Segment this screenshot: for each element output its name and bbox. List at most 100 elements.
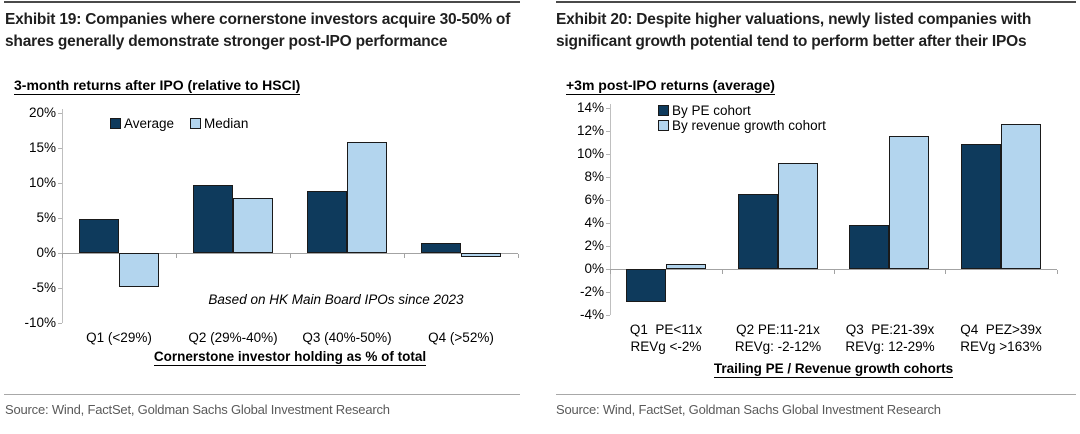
y-tick <box>58 113 62 114</box>
y-tick <box>58 323 62 324</box>
category-label: Q3 (40%-50%) <box>282 329 412 346</box>
bar-average-cat1 <box>79 219 119 253</box>
legend: Average Median <box>110 116 264 131</box>
legend-swatch <box>190 118 202 129</box>
legend-label: By PE cohort <box>672 103 751 118</box>
bottom-divider <box>4 394 520 395</box>
category-label-line: Q4 (>52%) <box>428 330 494 345</box>
bar-median-cat4 <box>461 253 501 257</box>
category-label: Q1 PE<11x REVg <-2% <box>602 321 730 355</box>
category-label-line: Q1 PE<11x <box>629 322 703 337</box>
bar-by-pe-cohort-cat2 <box>738 194 778 269</box>
y-tick-label: 15% <box>28 140 56 155</box>
chart-subtitle: +3m post-IPO returns (average) <box>566 77 775 95</box>
y-axis-line <box>62 109 63 323</box>
x-axis-tick <box>518 254 519 258</box>
y-tick-label: 0% <box>584 261 604 276</box>
top-divider <box>4 1 520 3</box>
legend: By PE cohort By revenue growth cohort <box>658 103 826 133</box>
x-axis-tick <box>834 270 835 274</box>
y-tick-label: -2% <box>579 284 604 299</box>
x-axis-tick <box>945 270 946 274</box>
y-tick <box>58 183 62 184</box>
y-tick <box>606 269 610 270</box>
bar-by-revenue-growth-cohort-cat4 <box>1001 124 1041 269</box>
chart-subtitle-text: +3m post-IPO returns (average) <box>566 77 775 95</box>
exhibit-20-panel: Exhibit 20: Despite higher valuations, n… <box>540 0 1080 434</box>
category-label: Q4 PEZ>39x REVg >163% <box>937 321 1065 355</box>
category-label-line: Q2 PE:11-21x <box>736 322 820 337</box>
exhibit-title: Exhibit 19: Companies where cornerstone … <box>5 11 511 50</box>
category-label: Q1 (<29%) <box>54 329 184 346</box>
category-label-line: REVg <-2% <box>630 339 702 354</box>
category-label-line: Q4 PEZ>39x <box>960 322 1042 337</box>
x-axis-tick <box>62 254 63 258</box>
top-divider <box>556 1 1076 3</box>
x-axis-tick <box>610 270 611 274</box>
x-axis-tick <box>722 270 723 274</box>
x-axis-tick <box>176 254 177 258</box>
category-label-line: REVg >163% <box>960 339 1042 354</box>
y-tick-label: 5% <box>36 210 56 225</box>
y-tick-label: -4% <box>579 307 604 322</box>
y-tick <box>58 148 62 149</box>
chart-subtitle-text: 3-month returns after IPO (relative to H… <box>14 77 301 95</box>
legend-swatch <box>658 120 669 131</box>
y-tick-label: 10% <box>28 175 56 190</box>
legend-item: Median <box>190 116 248 131</box>
y-tick <box>606 292 610 293</box>
x-axis-tick <box>404 254 405 258</box>
legend-swatch <box>110 118 121 129</box>
category-label-line: Q3 (40%-50%) <box>302 330 392 345</box>
y-tick-label: 10% <box>576 146 604 161</box>
category-label: Q4 (>52%) <box>396 329 526 346</box>
x-axis-title-text: Cornerstone investor holding as % of tot… <box>153 349 427 366</box>
y-tick-label: 4% <box>584 215 604 230</box>
y-tick-label: 12% <box>576 123 604 138</box>
legend-item: Average <box>110 116 174 131</box>
y-tick-label: 2% <box>584 238 604 253</box>
y-tick-label: -5% <box>31 280 56 295</box>
y-tick-label: 0% <box>36 245 56 260</box>
zero-baseline <box>610 269 1057 270</box>
bar-median-cat1 <box>119 253 159 287</box>
x-axis-title-text: Trailing PE / Revenue growth cohorts <box>713 361 954 378</box>
bar-average-cat2 <box>193 185 233 253</box>
category-label: Q2 PE:11-21x REVg: -2-12% <box>714 321 842 355</box>
y-tick <box>606 177 610 178</box>
category-label-line: Q1 (<29%) <box>86 330 152 345</box>
legend-item: By PE cohort <box>658 103 826 118</box>
bar-average-cat4 <box>421 243 461 253</box>
x-axis-title: Trailing PE / Revenue growth cohorts <box>610 361 1057 378</box>
category-label-line: REVg: 12-29% <box>845 339 935 354</box>
y-tick <box>606 154 610 155</box>
source-note: Source: Wind, FactSet, Goldman Sachs Glo… <box>556 402 941 417</box>
y-tick <box>58 253 62 254</box>
bar-median-cat3 <box>347 142 387 253</box>
source-note: Source: Wind, FactSet, Goldman Sachs Glo… <box>5 402 390 417</box>
category-label: Q3 PE:21-39x REVg: 12-29% <box>826 321 954 355</box>
category-label-line: Q2 (29%-40%) <box>188 330 278 345</box>
y-tick-label: 8% <box>584 169 604 184</box>
y-tick <box>606 315 610 316</box>
zero-baseline <box>62 253 518 254</box>
bar-by-pe-cohort-cat1 <box>626 269 666 302</box>
category-label-line: Q3 PE:21-39x <box>845 322 935 337</box>
chart-subtitle: 3-month returns after IPO (relative to H… <box>14 77 301 95</box>
y-tick <box>606 246 610 247</box>
y-tick-label: 6% <box>584 192 604 207</box>
bar-median-cat2 <box>233 198 273 253</box>
y-tick-label: 14% <box>576 100 604 115</box>
y-tick <box>606 200 610 201</box>
exhibit-19-panel: Exhibit 19: Companies where cornerstone … <box>4 1 526 417</box>
category-label-line: REVg: -2-12% <box>734 339 822 354</box>
y-tick <box>606 131 610 132</box>
legend-label: By revenue growth cohort <box>672 118 826 133</box>
legend-item: By revenue growth cohort <box>658 118 826 133</box>
legend-label: Average <box>124 116 175 131</box>
bar-by-pe-cohort-cat4 <box>961 144 1001 269</box>
x-axis-tick <box>1057 270 1058 274</box>
x-axis-title: Cornerstone investor holding as % of tot… <box>62 349 518 366</box>
bar-by-pe-cohort-cat3 <box>849 225 889 269</box>
